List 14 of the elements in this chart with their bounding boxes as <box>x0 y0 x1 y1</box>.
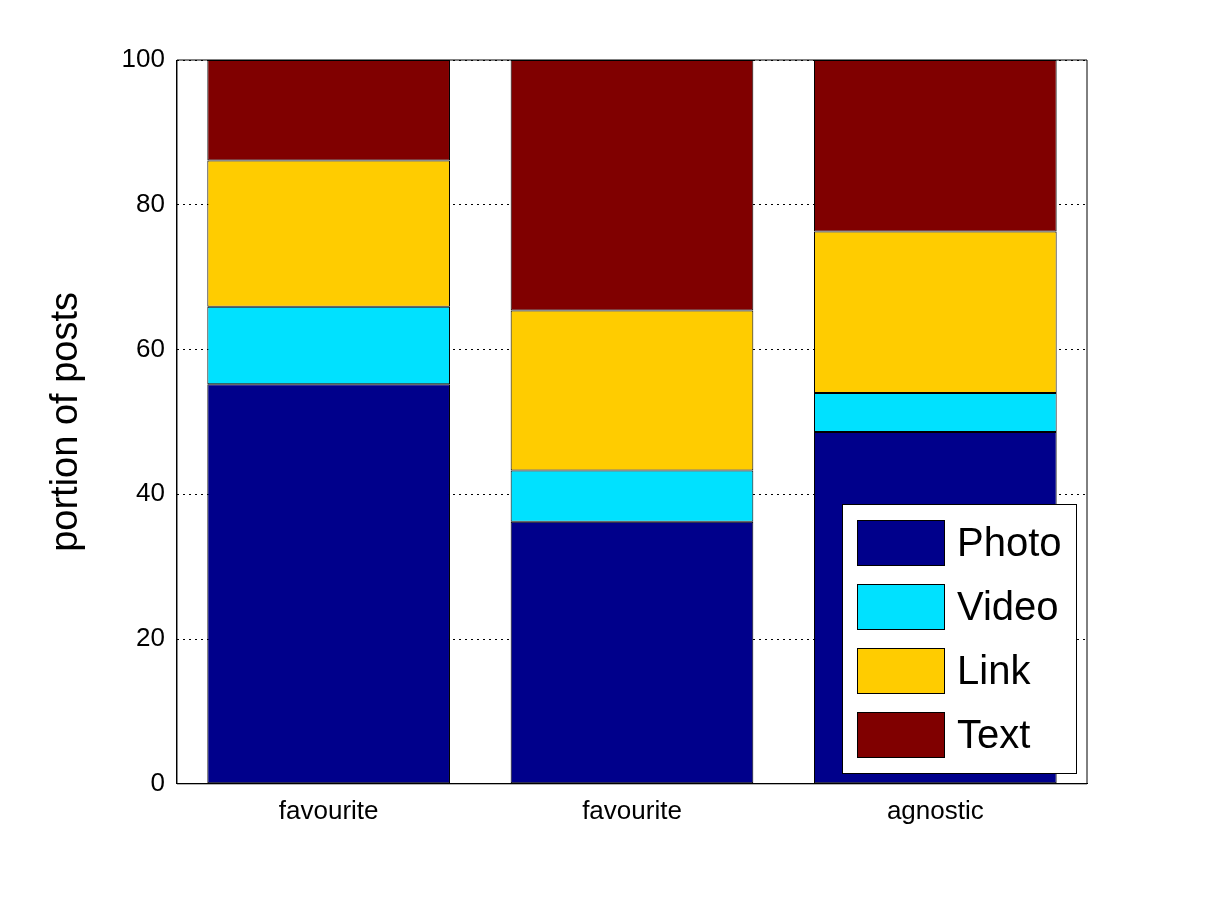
x-tick-label: agnostic <box>886 794 984 825</box>
x-tick-label: favourite <box>278 794 379 825</box>
x-tick-label: favourite <box>582 794 682 825</box>
legend-label: Text <box>957 712 1031 758</box>
legend-label: Link <box>957 648 1031 694</box>
y-tick-label: 100 <box>121 43 165 74</box>
y-tick-label: 40 <box>136 477 165 508</box>
y-tick-label: 60 <box>136 332 165 363</box>
series-label: Photo <box>957 520 1062 566</box>
y-axis-title: portion of posts <box>43 291 86 552</box>
y-tick-label: 80 <box>136 187 165 218</box>
y-tick-label: 20 <box>136 622 165 653</box>
legend-label: Video <box>957 584 1059 630</box>
y-tick-label: 0 <box>150 766 165 797</box>
